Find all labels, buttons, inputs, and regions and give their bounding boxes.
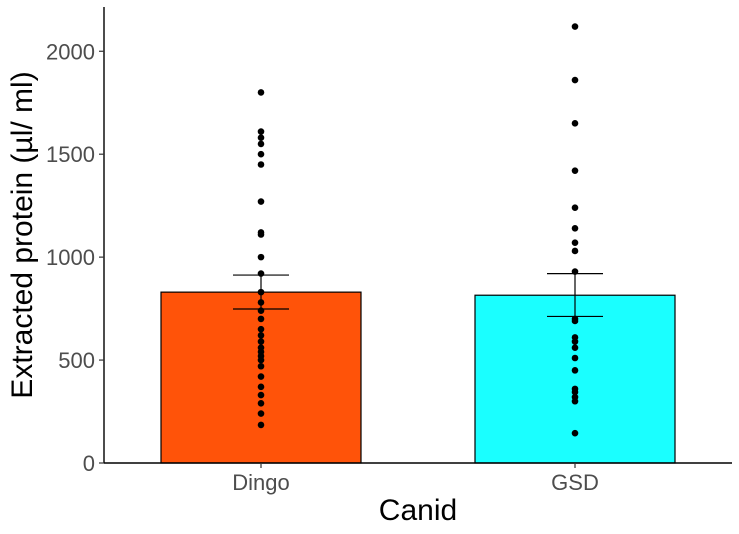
data-point-dingo — [257, 344, 265, 352]
y-tick-label: 1000 — [46, 245, 95, 270]
data-point-dingo — [257, 383, 265, 391]
data-point-gsd — [571, 23, 579, 30]
data-point-dingo — [257, 253, 265, 261]
data-point-dingo — [257, 421, 265, 429]
data-point-gsd — [571, 354, 579, 362]
data-point-gsd — [571, 429, 579, 437]
data-point-dingo — [257, 229, 265, 236]
bars-layer — [160, 291, 676, 464]
data-point-gsd — [571, 315, 579, 323]
data-point-gsd — [571, 204, 579, 212]
data-point-dingo — [257, 391, 265, 399]
y-tick-label: 1500 — [46, 142, 95, 167]
data-point-gsd — [571, 385, 579, 393]
x-tick-label: Dingo — [232, 470, 289, 495]
x-tick-label: GSD — [551, 470, 599, 495]
data-point-gsd — [571, 367, 579, 374]
data-point-gsd — [571, 120, 579, 127]
data-point-dingo — [257, 270, 265, 277]
y-tick-label: 0 — [83, 451, 95, 476]
data-point-dingo — [257, 315, 265, 323]
data-point-gsd — [571, 393, 579, 401]
data-point-gsd — [571, 268, 579, 275]
data-point-dingo — [257, 150, 265, 158]
data-point-gsd — [571, 239, 579, 247]
data-point-dingo — [257, 325, 265, 333]
x-axis-title: Canid — [379, 494, 457, 527]
data-point-gsd — [571, 225, 579, 232]
data-point-dingo — [257, 134, 265, 142]
y-tick-label: 500 — [58, 348, 95, 373]
data-point-dingo — [257, 373, 265, 380]
data-point-dingo — [257, 161, 265, 168]
data-point-dingo — [257, 399, 265, 407]
y-ticks-layer: 0 500 1000 1500 2000 — [46, 39, 104, 476]
data-point-gsd — [571, 76, 579, 84]
data-point-gsd — [571, 344, 579, 352]
data-point-gsd — [571, 247, 579, 255]
data-point-dingo — [257, 198, 265, 205]
y-tick-label: 2000 — [46, 39, 95, 64]
data-point-dingo — [257, 338, 265, 345]
data-point-dingo — [257, 410, 265, 417]
data-point-dingo — [257, 140, 265, 148]
data-point-dingo — [257, 128, 265, 135]
data-point-dingo — [257, 288, 265, 296]
data-point-dingo — [257, 307, 265, 314]
data-point-dingo — [257, 362, 265, 370]
y-axis-title: Extracted protein (µl/ ml) — [6, 71, 39, 398]
data-point-gsd — [571, 167, 579, 174]
data-point-dingo — [257, 89, 265, 96]
data-points-layer — [257, 23, 579, 437]
x-ticks-layer: Dingo GSD — [232, 463, 599, 495]
data-point-dingo — [257, 332, 265, 339]
data-point-dingo — [257, 299, 265, 306]
data-point-gsd — [571, 334, 579, 341]
